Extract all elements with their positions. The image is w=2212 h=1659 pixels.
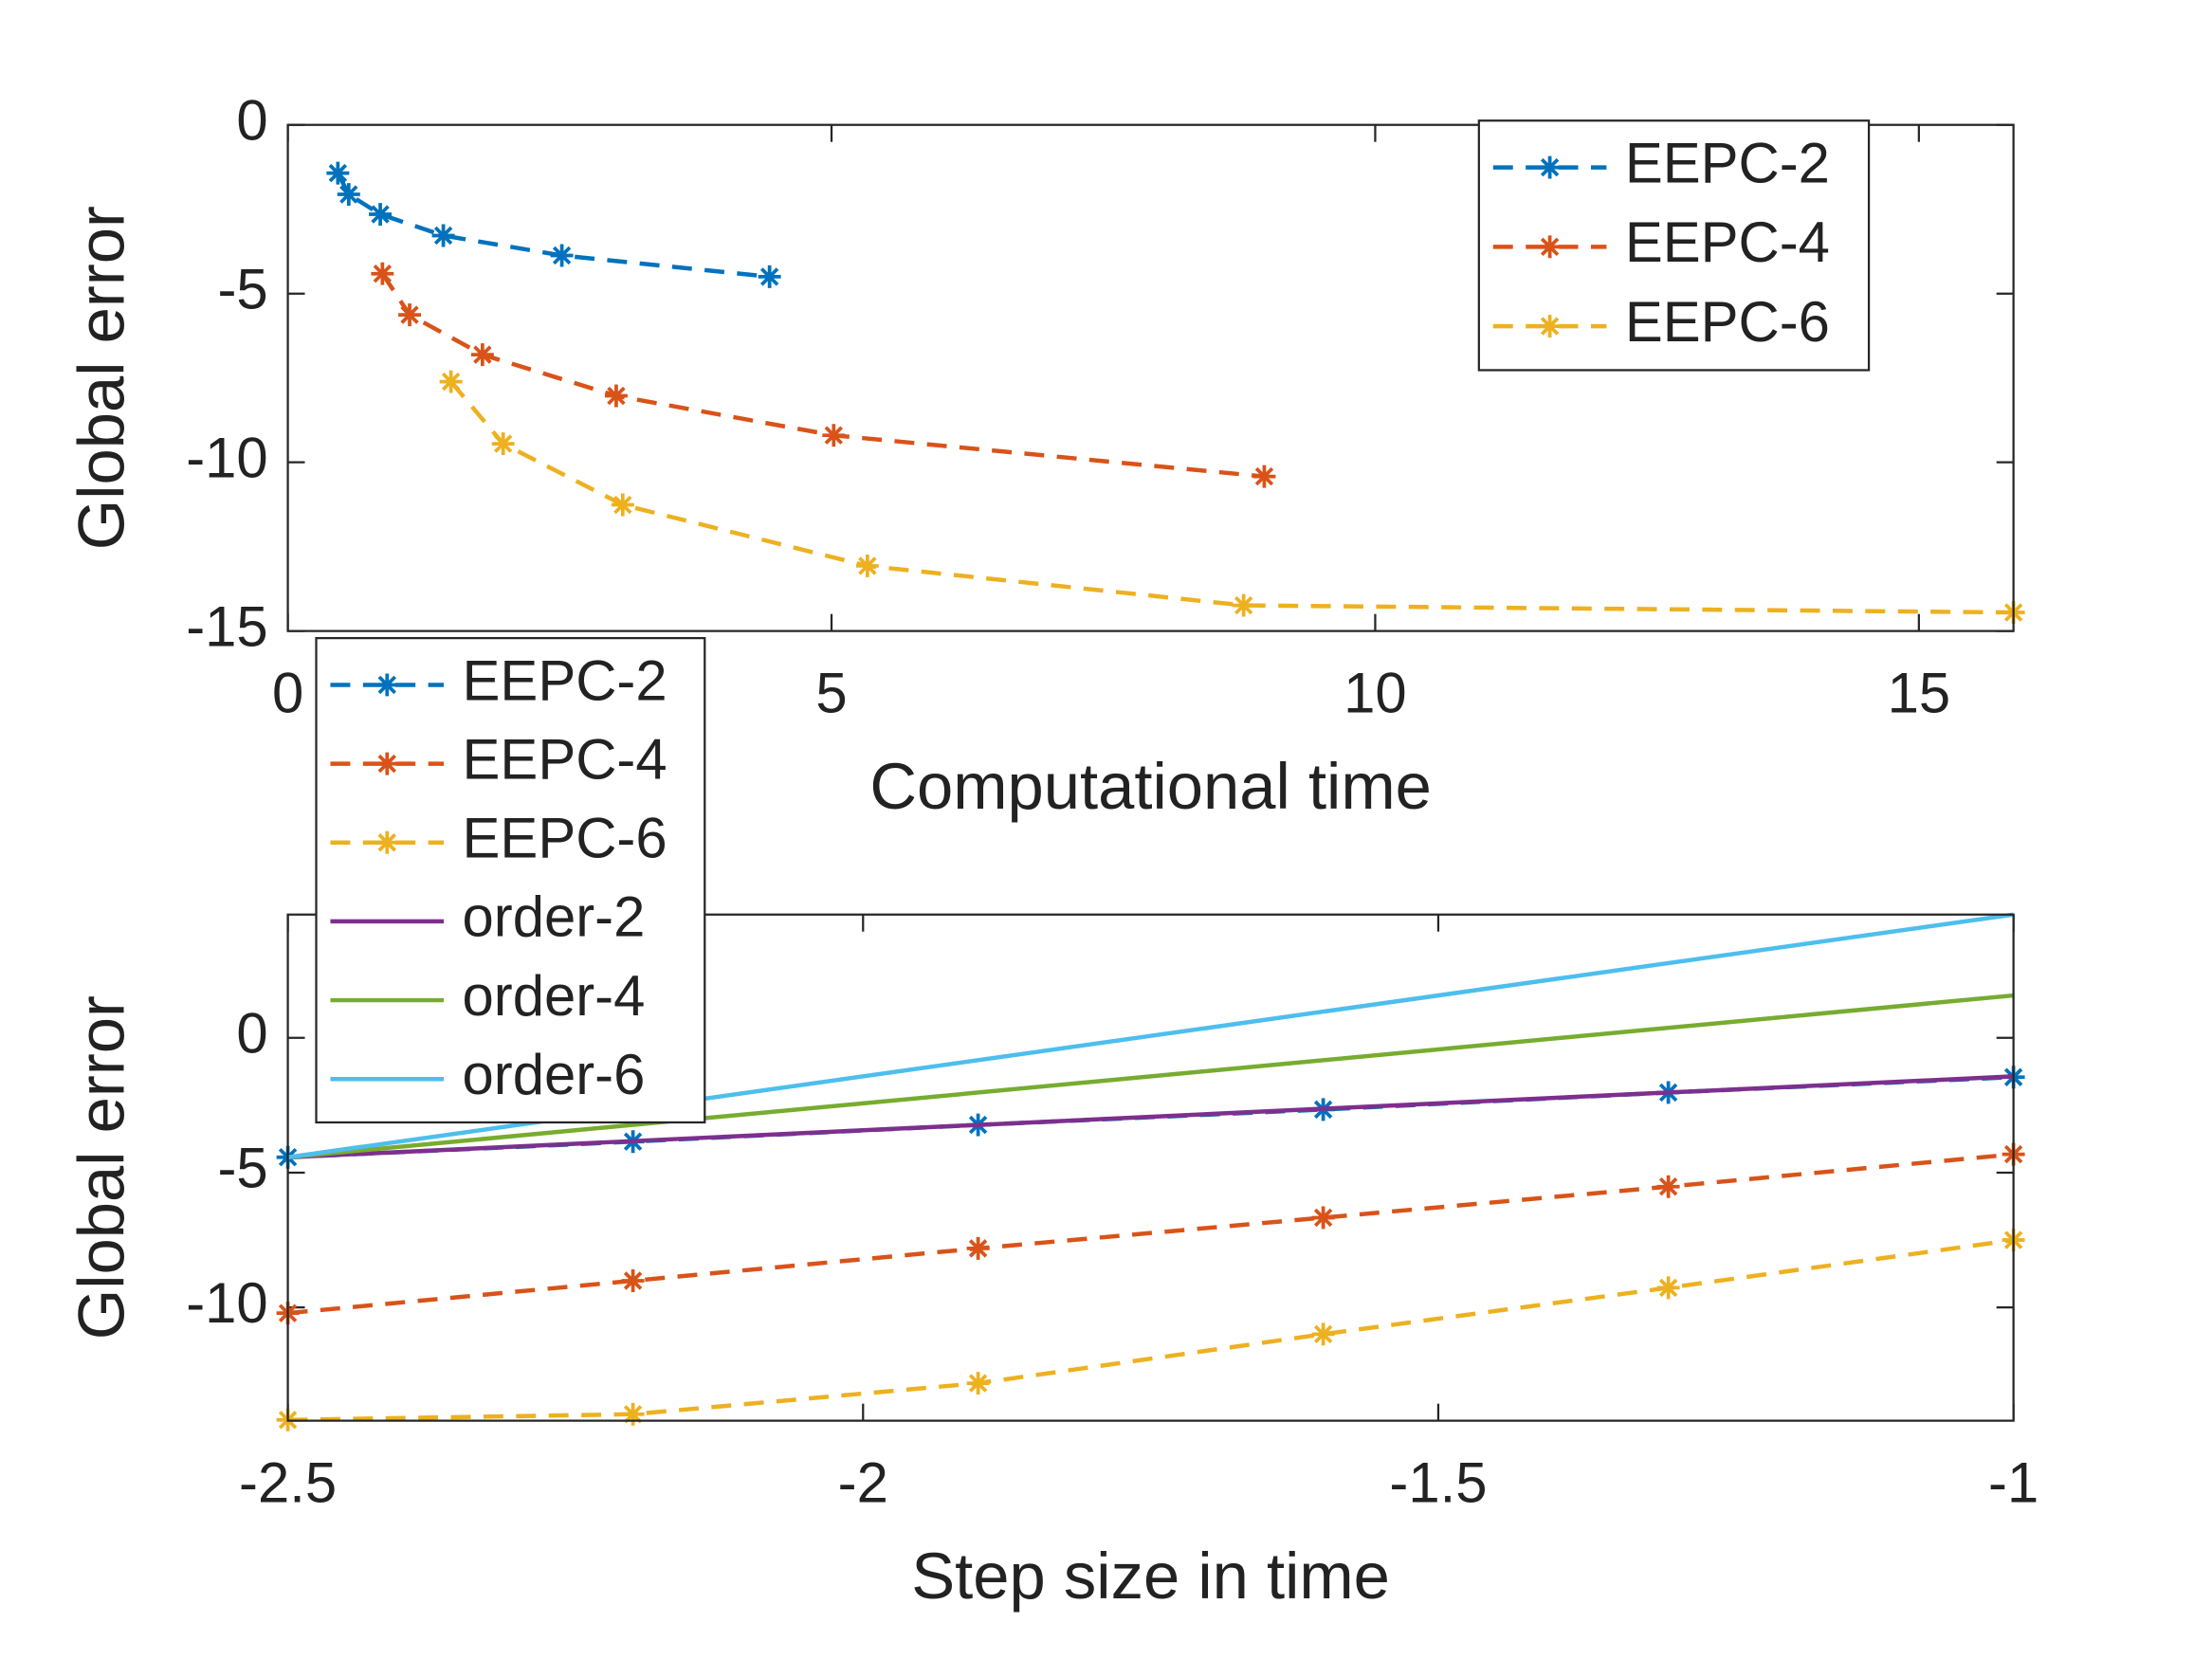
- legend-label: order-6: [463, 1043, 646, 1106]
- series-line: [287, 1074, 2014, 1159]
- legend-marker: [375, 830, 399, 854]
- marker: [822, 424, 846, 447]
- x-tick-label: -2: [838, 1451, 888, 1515]
- legend-label: EEPC-4: [1625, 210, 1830, 274]
- series-line: [448, 380, 2014, 615]
- marker: [1232, 593, 1255, 617]
- legend-label: EEPC-4: [463, 727, 667, 791]
- x-axis-label: Computational time: [869, 750, 1432, 823]
- marker: [966, 1372, 990, 1395]
- legend-label: EEPC-2: [463, 648, 667, 712]
- x-tick-label: -2.5: [239, 1451, 337, 1515]
- y-tick-label: 0: [236, 1002, 267, 1066]
- y-tick-label: -5: [217, 1137, 267, 1200]
- legend-label: order-2: [463, 885, 646, 949]
- marker: [470, 343, 494, 367]
- y-axis-label: Global error: [64, 995, 137, 1340]
- marker: [550, 244, 574, 267]
- marker: [1252, 465, 1276, 488]
- series-line: [287, 1237, 2014, 1423]
- y-tick-label: -10: [186, 426, 267, 489]
- axes-box: [286, 123, 2015, 632]
- x-tick-label: -1.5: [1389, 1451, 1487, 1515]
- legend-label: order-4: [463, 964, 646, 1028]
- marker: [491, 432, 515, 456]
- x-tick-label: 0: [272, 662, 303, 725]
- y-tick-label: -5: [217, 257, 267, 320]
- marker: [439, 370, 463, 393]
- series-line: [287, 1152, 2014, 1316]
- legend-marker: [1538, 315, 1562, 338]
- marker: [611, 493, 634, 517]
- marker: [337, 183, 360, 207]
- legend-marker: [375, 752, 399, 775]
- marker: [604, 384, 628, 408]
- axes-box: [286, 913, 2015, 1422]
- marker: [371, 262, 394, 285]
- marker: [1311, 1206, 1335, 1230]
- x-tick-label: 10: [1344, 662, 1407, 725]
- marker: [326, 161, 350, 185]
- x-tick-label: 15: [1888, 662, 1951, 725]
- y-tick-label: 0: [236, 89, 267, 153]
- marker: [1656, 1175, 1680, 1198]
- legend-marker: [1538, 235, 1562, 259]
- legend-marker: [375, 673, 399, 697]
- marker: [369, 203, 393, 227]
- marker: [1656, 1276, 1680, 1300]
- marker: [621, 1402, 645, 1426]
- marker: [758, 264, 781, 288]
- legend-label: EEPC-6: [1625, 290, 1830, 354]
- x-tick-label: 5: [815, 662, 847, 725]
- marker: [966, 1236, 990, 1260]
- marker: [398, 303, 421, 327]
- legend-label: EEPC-2: [1625, 131, 1830, 194]
- legend-label: EEPC-6: [463, 807, 667, 870]
- marker: [1311, 1322, 1335, 1346]
- x-tick-label: -1: [1988, 1451, 2038, 1515]
- marker: [855, 554, 879, 577]
- series-line: [287, 993, 2014, 1159]
- marker: [431, 224, 455, 247]
- y-tick-label: -10: [186, 1271, 267, 1335]
- y-axis-label: Global error: [64, 206, 137, 550]
- marker: [621, 1269, 645, 1292]
- legend-box: [315, 636, 706, 1124]
- y-tick-label: -15: [186, 594, 267, 658]
- legend-marker: [1538, 155, 1562, 179]
- x-axis-label: Step size in time: [911, 1540, 1390, 1613]
